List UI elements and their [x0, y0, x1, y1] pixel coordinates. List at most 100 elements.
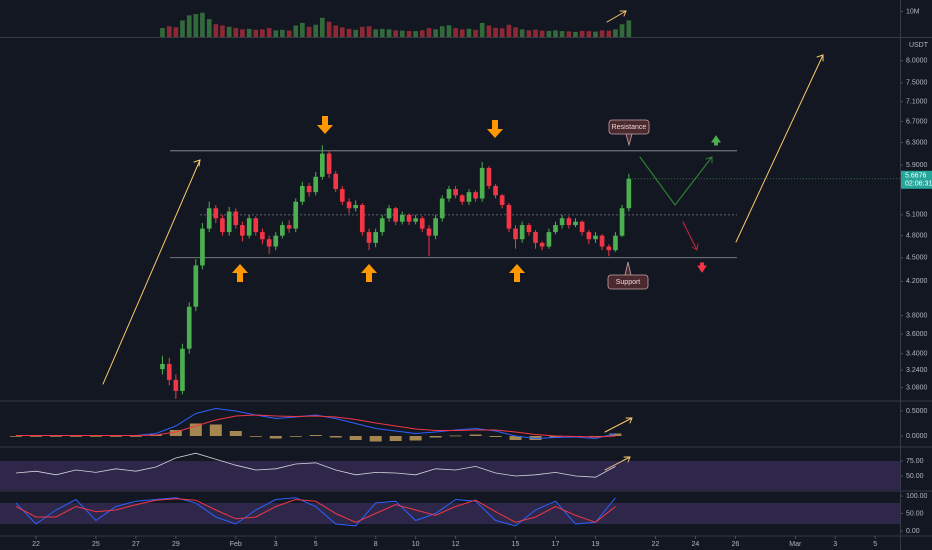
candle-body — [313, 176, 319, 193]
macd-histogram-bar — [249, 436, 262, 437]
macd-histogram-bar — [509, 436, 522, 440]
macd-histogram-bar — [349, 436, 362, 440]
volume-bar — [419, 30, 425, 37]
volume-bar — [446, 25, 452, 37]
volume-bar — [513, 27, 518, 37]
macd-histogram-bar — [549, 436, 562, 438]
candle-body — [180, 348, 185, 391]
candle-body — [579, 221, 585, 233]
down-marker — [697, 262, 707, 273]
candle-body — [226, 211, 232, 233]
volume-bar — [439, 26, 445, 37]
candle-body — [286, 225, 292, 229]
volume-bar — [459, 29, 465, 37]
candle-body — [459, 195, 465, 202]
volume-bar — [300, 22, 305, 37]
candle-body — [160, 363, 165, 370]
y-tick-label: 7.5000 — [906, 80, 928, 87]
volume-bar — [519, 29, 525, 37]
y-tick-label: 50.00 — [906, 510, 924, 517]
volume-bar — [479, 22, 485, 37]
stoch-band — [0, 502, 900, 525]
y-tick-label: 3.6000 — [906, 331, 928, 338]
macd-histogram-bar — [69, 436, 82, 437]
candle-body — [486, 167, 492, 186]
macd-histogram-bar — [169, 430, 182, 436]
macd-histogram-bar — [9, 436, 22, 437]
macd-histogram-bar — [429, 436, 442, 438]
candle-body — [413, 218, 418, 222]
candle-body — [393, 208, 398, 222]
y-tick-label: 7.1000 — [906, 98, 928, 105]
volume-bar — [306, 26, 312, 37]
x-tick-label: 29 — [172, 541, 180, 548]
x-tick-label: 5 — [314, 541, 318, 548]
volume-bar — [473, 29, 478, 37]
volume-bar — [193, 14, 199, 37]
top-arrow — [487, 120, 503, 138]
countdown-label: 02:06:31 — [905, 181, 932, 188]
volume-bar — [166, 26, 172, 37]
candle-body — [166, 363, 172, 380]
macd-histogram-bar — [469, 434, 482, 436]
volume-bar — [566, 31, 572, 37]
y-tick-label: 5.9000 — [906, 162, 928, 169]
x-tick-label: 27 — [132, 541, 140, 548]
candle-body — [619, 208, 625, 236]
macd-histogram-bar — [369, 436, 382, 442]
macd-histogram-bar — [309, 435, 322, 436]
bottom-arrow — [509, 264, 525, 282]
volume-bar — [526, 30, 532, 37]
candle-body — [386, 208, 392, 219]
y-tick-label: 0.0000 — [906, 433, 928, 440]
x-tick-label: 8 — [374, 541, 378, 548]
volume-bar — [326, 21, 332, 37]
candle-body — [506, 204, 512, 229]
volume-bar — [293, 25, 299, 37]
candle-body — [300, 185, 305, 202]
y-tick-label: 3.0800 — [906, 384, 928, 391]
candle-body — [200, 228, 205, 266]
stoch-k-line — [15, 497, 616, 527]
candle-body — [599, 235, 605, 247]
resistance-label: Resistance — [612, 124, 647, 131]
candle-body — [446, 189, 452, 199]
candle-body — [333, 173, 339, 190]
volume-bar — [379, 28, 385, 37]
volume-bar — [599, 30, 605, 37]
candle-body — [419, 218, 425, 229]
x-tick-label: Mar — [789, 541, 802, 548]
candle-body — [513, 228, 518, 240]
candle-body — [626, 178, 632, 209]
volume-bar — [186, 15, 192, 37]
arrow-head — [691, 243, 699, 251]
trend-arrow — [102, 159, 201, 385]
stoch-d-line — [15, 498, 616, 523]
volume-bar — [499, 28, 505, 37]
candle-body — [499, 195, 505, 205]
candle-body — [319, 153, 325, 177]
y-tick-label: 6.3000 — [906, 139, 928, 146]
candle-body — [346, 201, 352, 209]
y-tick-label: 6.7000 — [906, 118, 928, 125]
macd-histogram-bar — [269, 436, 282, 439]
candle-body — [426, 228, 432, 236]
candle-body — [379, 218, 385, 233]
bottom-arrow — [232, 264, 248, 282]
macd-histogram-bar — [289, 436, 302, 437]
volume-bar — [486, 25, 492, 37]
y-tick-label: 3.2400 — [906, 367, 928, 374]
x-tick-label: 3 — [833, 541, 837, 548]
volume-bar — [286, 30, 292, 37]
candle-body — [606, 246, 612, 251]
arrow-head — [193, 159, 201, 167]
rsi-line — [15, 452, 616, 478]
candle-body — [533, 232, 538, 243]
volume-bar — [220, 25, 225, 37]
resistance-pointer — [625, 133, 633, 147]
volume-bar — [280, 29, 285, 37]
volume-bar — [313, 24, 319, 37]
y-tick-label: 3.8000 — [906, 312, 928, 319]
candle-body — [559, 218, 565, 226]
